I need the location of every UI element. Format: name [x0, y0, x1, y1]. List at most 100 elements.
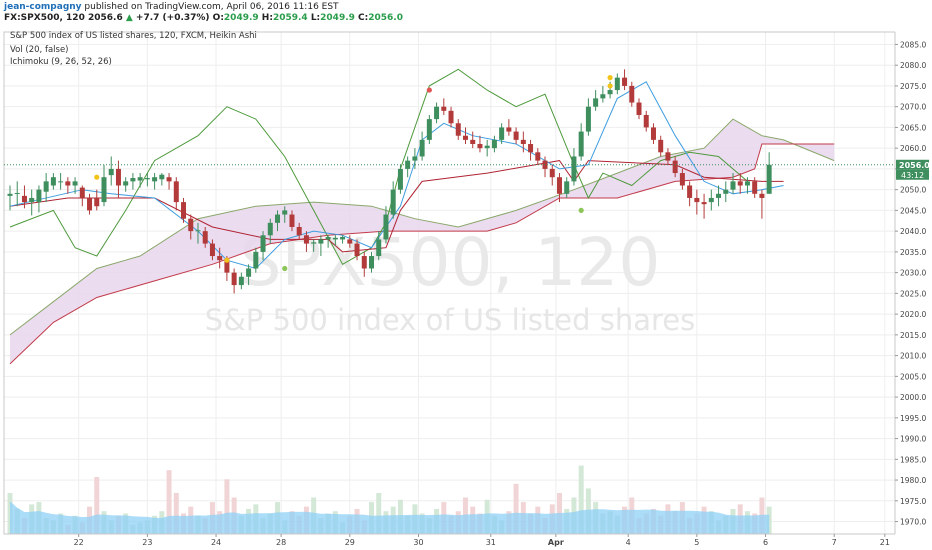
candle-body — [585, 106, 591, 132]
ichimoku-cloud — [10, 119, 835, 364]
candle-body — [499, 127, 505, 140]
ichimoku-span-b-line — [9, 143, 835, 365]
candle-body — [108, 168, 114, 176]
price-chart[interactable]: SPX500, 120 S&P 500 index of US listed s… — [0, 26, 932, 550]
candle-body — [7, 193, 13, 196]
chart-background — [0, 26, 932, 550]
candle-body — [390, 189, 396, 215]
price-tick-label: 2050.0 — [900, 186, 926, 195]
time-tick-label: 30 — [413, 538, 423, 547]
candle-body — [419, 139, 425, 157]
countdown-tag-value: 43:12 — [901, 171, 924, 180]
volume-bar — [224, 479, 230, 534]
candle-body — [643, 114, 649, 128]
candle-body — [260, 235, 266, 252]
candle-body — [296, 226, 302, 236]
candle-body — [455, 123, 461, 136]
candle-body — [275, 214, 281, 223]
candle-body — [477, 144, 483, 149]
candle-body — [303, 235, 309, 244]
candle-body — [687, 185, 693, 198]
candle-body — [600, 94, 606, 99]
candle-body — [318, 239, 324, 244]
signal-dot — [426, 87, 432, 93]
candle-body — [58, 181, 64, 183]
candle-body — [383, 214, 389, 240]
candle-body — [462, 135, 468, 140]
candle-body — [571, 156, 577, 182]
time-tick-label: 21 — [880, 538, 890, 547]
time-axis[interactable]: 22 23 24 28 29 30 31 Apr 4 5 6 7 21 — [4, 533, 895, 547]
volume-bar — [173, 492, 179, 534]
candle-body — [195, 230, 201, 232]
volume-bar — [513, 483, 519, 534]
quote-line: FX:SPX500, 120 2056.6 ▲ +7.7 (+0.37%) O:… — [4, 13, 403, 23]
candle-body — [470, 139, 476, 145]
signal-dot — [578, 207, 584, 213]
candle-body — [744, 181, 750, 186]
high-value: 2059.4 — [272, 13, 308, 23]
candle-body — [173, 181, 179, 203]
candle-body — [123, 181, 129, 186]
price-tick-label: 2040.0 — [900, 227, 926, 236]
candle-body — [115, 168, 121, 186]
candle-body — [376, 239, 382, 257]
candle-body — [484, 145, 490, 149]
price-tag-box — [896, 159, 929, 170]
candle-body — [658, 139, 664, 153]
candle-body — [152, 177, 158, 182]
candle-body — [159, 174, 165, 180]
candle-body — [607, 90, 613, 95]
signal-dot — [607, 75, 613, 81]
price-tick-label: 2085.0 — [900, 40, 926, 49]
price-tick-label: 2015.0 — [900, 331, 926, 340]
candle-body — [354, 243, 360, 257]
candle-body — [72, 181, 78, 186]
candle-body — [209, 243, 215, 257]
candle-body — [181, 202, 187, 219]
watermark: SPX500, 120 S&P 500 index of US listed s… — [205, 224, 695, 337]
candle-body — [405, 160, 411, 169]
candle-body — [137, 177, 143, 181]
low-value: 2049.9 — [320, 13, 355, 23]
signal-dots — [94, 75, 613, 272]
candle-body — [267, 222, 273, 236]
price-tick-label: 2075.0 — [900, 82, 926, 91]
candle-body — [434, 106, 440, 120]
candle-body — [528, 144, 534, 153]
watermark-name: S&P 500 index of US listed shares — [205, 303, 695, 337]
price-tick-label: 2010.0 — [900, 352, 926, 361]
candle-body — [549, 168, 555, 178]
legend-ichimoku[interactable]: Ichimoku (9, 26, 52, 26) — [10, 57, 112, 67]
legend-volume[interactable]: Vol (20, false) — [10, 45, 69, 55]
author-link[interactable]: jean-compagny — [4, 2, 82, 12]
price-tick-label: 2035.0 — [900, 248, 926, 257]
candle-body — [506, 127, 512, 132]
candle-body — [665, 152, 671, 161]
volume-bar — [578, 465, 584, 534]
price-tick-label: 1970.0 — [900, 518, 926, 527]
candle-body — [29, 197, 35, 203]
candle-body — [65, 181, 71, 186]
candle-body — [36, 189, 42, 203]
candle-body — [87, 197, 93, 211]
ichimoku-kijun-line — [9, 160, 784, 253]
candle-body — [448, 110, 454, 124]
candle-body — [520, 139, 526, 145]
candle-body — [50, 177, 56, 186]
candle-body — [412, 156, 418, 161]
candle-body — [166, 177, 172, 182]
candle-body — [224, 260, 230, 273]
candle-body — [289, 214, 295, 227]
candle-body — [766, 164, 772, 194]
candle-body — [144, 178, 150, 180]
countdown-tag-box — [896, 169, 929, 180]
candle-body — [253, 251, 259, 269]
candle-body — [752, 181, 758, 194]
price-axis[interactable]: 2085.02080.02075.02070.02065.02060.02055… — [894, 26, 932, 540]
candle-body — [340, 236, 346, 240]
high-label: H: — [261, 13, 273, 23]
time-tick-label: 4 — [626, 538, 631, 547]
price-tick-label: 1975.0 — [900, 497, 926, 506]
candle-body — [21, 195, 27, 203]
